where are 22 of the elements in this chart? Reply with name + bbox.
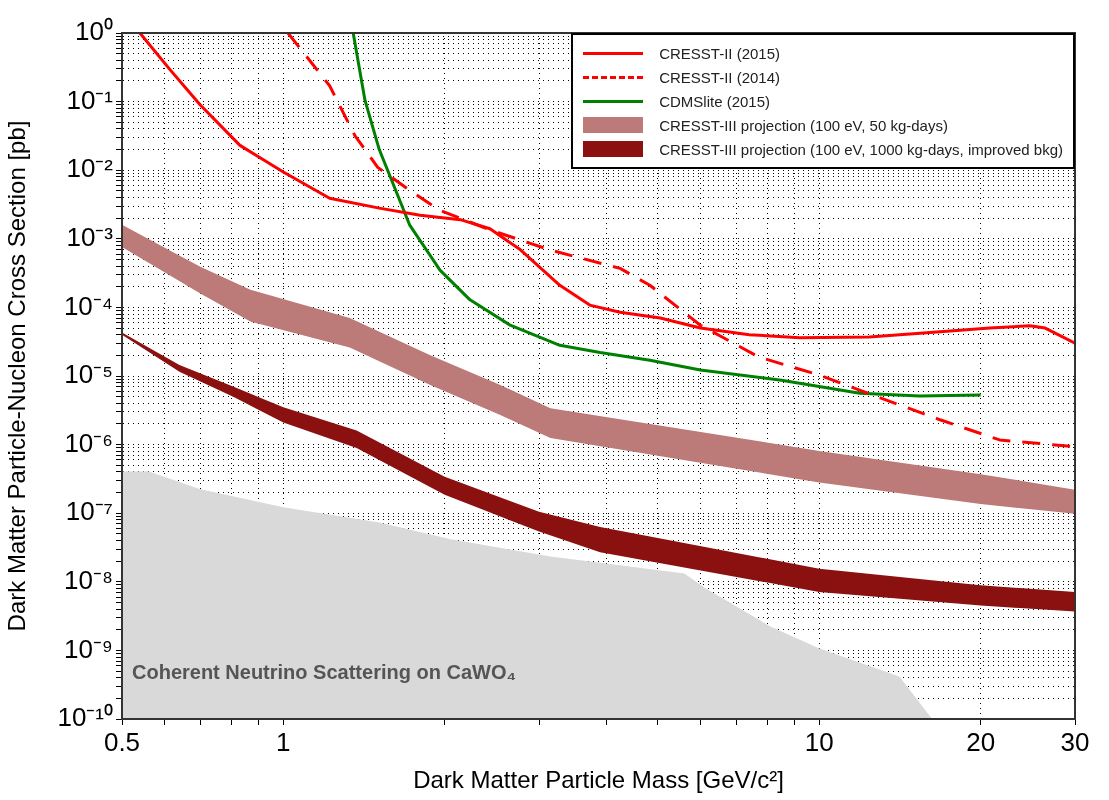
x-tick-label: 1: [276, 726, 291, 757]
x-axis-title: Dark Matter Particle Mass [GeV/c²]: [413, 766, 784, 794]
y-tick-label: 10⁻³: [66, 221, 114, 252]
y-tick-label: 10⁻⁹: [63, 633, 113, 664]
y-tick-label: 10⁻⁴: [63, 290, 113, 321]
legend-label: CRESST-III projection (100 eV, 1000 kg-days, improved bkg): [659, 140, 1063, 158]
legend-label: CRESST-II (2014): [659, 68, 781, 86]
y-tick-label: 10⁻⁸: [64, 564, 113, 595]
legend-label: CRESST-III projection (100 eV, 50 kg-days): [659, 116, 948, 134]
y-tick-label: 10⁻¹: [66, 84, 114, 115]
y-tick-label: 10⁻⁵: [64, 359, 113, 390]
x-tick-label: 30: [1060, 726, 1090, 757]
x-tick-label: 10: [804, 726, 834, 757]
legend-label: CRESST-II (2015): [659, 44, 781, 62]
y-axis-title: Dark Matter Particle-Nucleon Cross Section [pb]: [3, 120, 31, 632]
y-tick-label: 10⁰: [75, 16, 113, 47]
y-tick-label: 10⁻²: [66, 153, 114, 184]
y-tick-label: 10⁻⁷: [65, 496, 113, 527]
y-tick-label: 10⁻⁶: [64, 427, 113, 458]
legend-label: CDMSlite (2015): [659, 92, 771, 110]
annotation: Coherent Neutrino Scattering on CaWO₄: [132, 661, 516, 683]
x-tick-label: 20: [966, 726, 996, 757]
